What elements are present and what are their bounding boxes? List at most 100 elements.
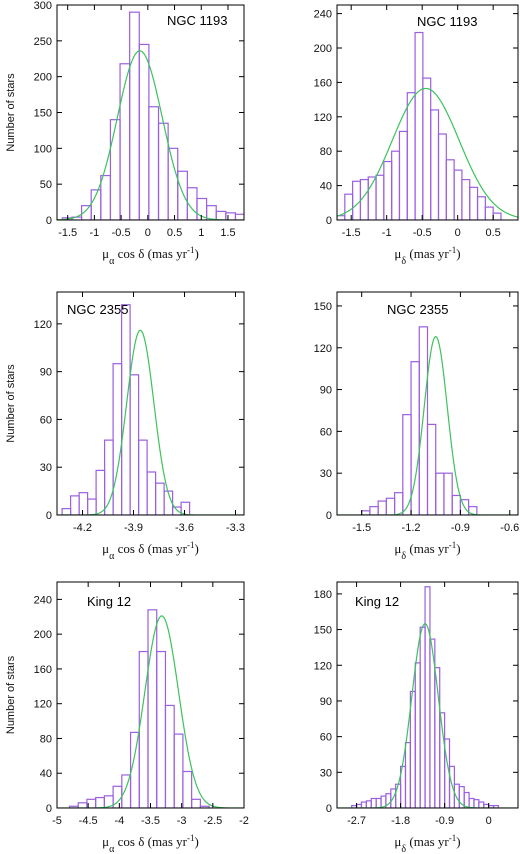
x-tick-label: -3.6 bbox=[175, 522, 194, 534]
x-tick-label: -1 bbox=[90, 227, 100, 239]
histogram-bar bbox=[469, 186, 479, 220]
histogram-bar bbox=[215, 210, 227, 220]
x-tick-label: -0.9 bbox=[451, 522, 470, 534]
x-tick-label: -2 bbox=[239, 815, 249, 827]
y-axis-label: Number of stars bbox=[5, 364, 17, 443]
panel-title: NGC 2355 bbox=[67, 302, 128, 317]
histogram-bar bbox=[375, 797, 382, 808]
x-tick-label: -0.9 bbox=[435, 815, 454, 827]
x-tick-label: -1.5 bbox=[352, 522, 371, 534]
gaussian-fit-curve bbox=[57, 615, 244, 808]
y-tick-label: 50 bbox=[40, 179, 52, 191]
y-tick-label: 180 bbox=[314, 589, 332, 601]
histogram-bar bbox=[451, 494, 462, 515]
histogram-bar bbox=[430, 109, 440, 220]
x-tick-label: -5 bbox=[52, 815, 62, 827]
histogram-bar bbox=[418, 326, 429, 515]
y-tick-label: 120 bbox=[314, 660, 332, 672]
histogram-bar bbox=[129, 11, 140, 220]
y-tick-label: 250 bbox=[34, 36, 52, 48]
histogram-bar bbox=[422, 77, 432, 220]
histogram-bar bbox=[155, 482, 165, 515]
plot-frame bbox=[336, 581, 519, 809]
histogram-bar bbox=[138, 439, 148, 515]
histogram-bar bbox=[414, 662, 421, 808]
y-tick-label: 240 bbox=[314, 9, 332, 21]
histogram-bar bbox=[164, 704, 175, 808]
y-tick-label: 30 bbox=[40, 462, 52, 474]
y-tick-label: 40 bbox=[320, 181, 332, 193]
histogram-bar bbox=[406, 92, 416, 220]
x-axis-label: μδ (mas yr-1) bbox=[394, 540, 460, 562]
y-tick-label: 120 bbox=[314, 112, 332, 124]
histogram-panel-4: -1.5 -1.2 -0.9 -0.6 0 30 60 90 120 150 NGC 2355 μδ … bbox=[314, 291, 519, 562]
panel-title: King 12 bbox=[87, 594, 131, 609]
y-tick-label: 90 bbox=[40, 367, 52, 379]
x-tick-label: -0.5 bbox=[112, 227, 131, 239]
y-tick-label: 60 bbox=[320, 732, 332, 744]
histogram-bar bbox=[484, 206, 494, 220]
panel-title: NGC 1193 bbox=[417, 14, 477, 29]
histogram-bar bbox=[365, 800, 372, 808]
histogram-bar bbox=[414, 31, 424, 220]
x-axis-label: μα cos δ (mas yr-1) bbox=[102, 245, 199, 267]
histogram-bar bbox=[443, 472, 453, 515]
histogram-bar bbox=[383, 160, 393, 220]
histogram-bar bbox=[445, 159, 455, 220]
histogram-bar bbox=[78, 492, 89, 515]
plot-frame bbox=[56, 4, 245, 221]
histogram-bar bbox=[103, 439, 114, 515]
histogram-bar bbox=[377, 500, 387, 515]
y-tick-label: 60 bbox=[320, 426, 332, 438]
x-axis-label: μδ (mas yr-1) bbox=[394, 833, 460, 854]
histogram-bar bbox=[167, 147, 179, 220]
y-tick-label: 120 bbox=[34, 319, 52, 331]
x-tick-label: 0 bbox=[145, 227, 151, 239]
histogram-bar bbox=[182, 770, 193, 808]
histogram-bar bbox=[119, 63, 131, 220]
histogram-bar bbox=[360, 801, 367, 808]
y-tick-label: 0 bbox=[326, 803, 332, 815]
y-tick-label: 150 bbox=[34, 108, 52, 120]
histogram-bar bbox=[398, 130, 408, 220]
y-tick-label: 30 bbox=[320, 468, 332, 480]
y-axis-label: Number of stars bbox=[5, 655, 17, 734]
x-tick-label: -1 bbox=[382, 227, 392, 239]
histogram-bar bbox=[156, 650, 167, 808]
y-tick-label: 40 bbox=[40, 768, 52, 780]
histogram-bar bbox=[361, 510, 371, 515]
histogram-bar bbox=[177, 170, 188, 220]
x-tick-label: 0 bbox=[486, 815, 492, 827]
histogram-bar bbox=[69, 495, 80, 515]
panel-title: NGC 2355 bbox=[387, 302, 448, 317]
x-tick-label: -1.8 bbox=[391, 815, 410, 827]
histogram-bar bbox=[453, 783, 460, 808]
y-axis-label: Number of stars bbox=[5, 73, 17, 152]
x-tick-label: -1.2 bbox=[402, 522, 421, 534]
x-tick-label: 1 bbox=[198, 227, 204, 239]
gaussian-fit-curve bbox=[337, 623, 518, 808]
gaussian-fit-curve bbox=[57, 50, 244, 220]
x-axis-label: μδ (mas yr-1) bbox=[394, 245, 460, 267]
x-tick-label: -3.9 bbox=[124, 522, 143, 534]
y-tick-label: 0 bbox=[326, 510, 332, 522]
x-axis-label: μα cos δ (mas yr-1) bbox=[102, 833, 199, 854]
x-tick-label: 0.5 bbox=[486, 227, 501, 239]
y-tick-label: 30 bbox=[320, 767, 332, 779]
histogram-bar bbox=[86, 498, 97, 515]
panel-title: NGC 1193 bbox=[167, 13, 227, 28]
histogram-bar bbox=[391, 150, 401, 220]
histogram-bar bbox=[95, 796, 105, 808]
plot-frame bbox=[336, 4, 519, 221]
y-tick-label: 150 bbox=[314, 301, 332, 313]
histogram-bar bbox=[409, 690, 416, 808]
histogram-bar bbox=[424, 586, 431, 808]
histogram-bar bbox=[100, 174, 112, 220]
histogram-bar bbox=[352, 180, 362, 220]
histogram-bar bbox=[95, 469, 106, 515]
y-tick-label: 200 bbox=[34, 72, 52, 84]
y-tick-label: 150 bbox=[314, 625, 332, 637]
histogram-bar bbox=[370, 797, 377, 808]
histogram-bar bbox=[435, 472, 445, 515]
